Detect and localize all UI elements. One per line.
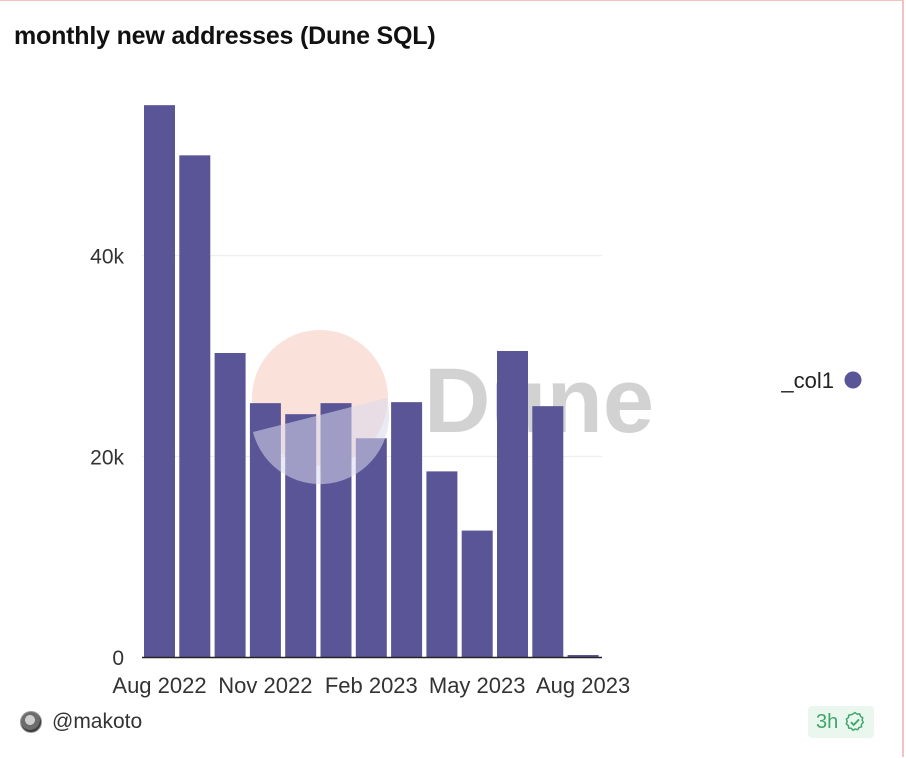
- x-tick-label: Aug 2022: [112, 673, 206, 698]
- bar-sep-2022[interactable]: [179, 155, 211, 658]
- watermark-overlay: [253, 398, 390, 485]
- legend-label[interactable]: _col1: [780, 368, 834, 393]
- bar-aug-2022[interactable]: [144, 105, 175, 657]
- legend[interactable]: _col1: [780, 368, 862, 393]
- username[interactable]: @makoto: [52, 710, 143, 733]
- y-tick-label: 40k: [90, 246, 124, 269]
- bar-mar-2023[interactable]: [391, 402, 423, 657]
- x-tick-label: Feb 2023: [325, 673, 418, 698]
- bar-aug-2023[interactable]: [567, 654, 599, 657]
- y-tick-label: 0: [112, 647, 124, 670]
- axes: 0 20k 40k Aug 2022 Nov 2022 Feb 2023 May 2023 A…: [90, 246, 630, 698]
- author[interactable]: @makoto: [20, 710, 142, 734]
- verified-check-icon: [845, 711, 865, 732]
- legend-swatch[interactable]: [844, 371, 862, 389]
- bar-feb-2023[interactable]: [355, 438, 387, 657]
- age-label: 3h: [816, 710, 839, 733]
- bar-may-2023[interactable]: [461, 530, 493, 657]
- chart-title: monthly new addresses (Dune SQL): [14, 22, 436, 50]
- bar-apr-2023[interactable]: [426, 471, 458, 657]
- bar-jul-2023[interactable]: [532, 406, 564, 657]
- user-avatar-icon[interactable]: [20, 711, 42, 733]
- x-tick-label: Aug 2023: [536, 673, 630, 698]
- x-tick-label: Nov 2022: [218, 673, 312, 698]
- y-tick-label: 20k: [90, 446, 124, 469]
- refresh-age-badge[interactable]: 3h: [808, 706, 875, 738]
- x-tick-label: May 2023: [429, 673, 526, 698]
- bar-jun-2023[interactable]: [497, 350, 528, 657]
- bar-oct-2022[interactable]: [214, 352, 246, 657]
